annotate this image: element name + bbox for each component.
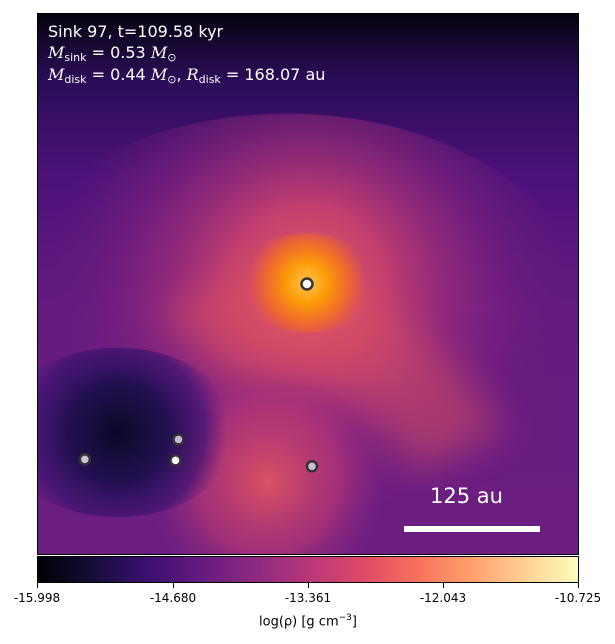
colorbar-tick <box>308 583 309 588</box>
sink-main-marker <box>300 277 314 291</box>
au-unit: au <box>305 65 326 84</box>
sink-marker <box>305 460 319 473</box>
colorbar-tick <box>37 583 38 588</box>
sink-mass-symbol: M <box>48 43 65 62</box>
density-map-panel: Sink 97, t=109.58 kyr Msink = 0.53 M⊙ Md… <box>37 13 579 555</box>
sink-marker <box>78 453 92 466</box>
sink-marker <box>172 433 185 446</box>
sink-marker <box>169 454 182 467</box>
colorbar-label: log(ρ) [g cm−3] <box>259 613 357 630</box>
msun-symbol: M <box>150 65 168 84</box>
colorbar-tick <box>578 583 579 588</box>
sink-mass-value: 0.53 <box>110 43 146 62</box>
colorbar-tick <box>173 583 174 588</box>
disk-radius-value: 168.07 <box>244 65 301 84</box>
colorbar-tick-label: -10.725 <box>554 591 602 605</box>
colorbar-tick <box>443 583 444 588</box>
scalebar <box>404 526 540 532</box>
colorbar-tick-label: -15.998 <box>13 591 61 605</box>
colorbar-tick-label: -14.680 <box>149 591 197 605</box>
sink-mass: Msink = 0.53 M⊙ <box>48 43 177 64</box>
disk-properties: Mdisk = 0.44 M⊙, Rdisk = 168.07 au <box>48 65 326 86</box>
scalebar-label: 125 au <box>430 484 503 508</box>
disk-radius-symbol: R <box>186 65 199 84</box>
density-map <box>38 14 578 554</box>
colorbar <box>37 556 579 583</box>
sink-title: Sink 97, t=109.58 kyr <box>48 22 224 41</box>
disk-mass-value: 0.44 <box>110 65 146 84</box>
colorbar-tick-label: -13.361 <box>284 591 332 605</box>
disk-mass-symbol: M <box>48 65 65 84</box>
colorbar-tick-label: -12.043 <box>419 591 467 605</box>
msun-symbol: M <box>150 43 168 62</box>
